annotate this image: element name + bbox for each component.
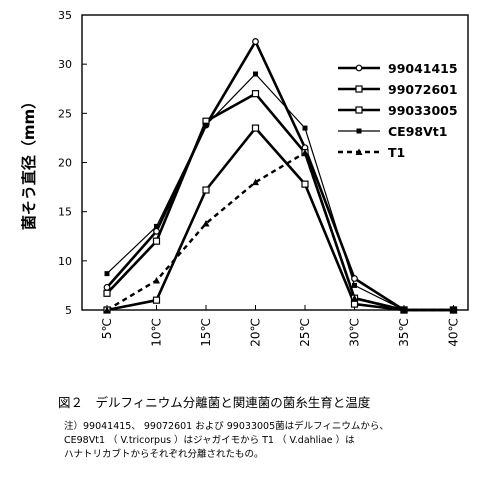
y-axis-ticks: 5 10 15 20 25 30 35 (58, 9, 87, 317)
data-point-T1 (301, 149, 309, 156)
note-line-2: CE98Vt1 （ V.tricorpus ）はジャガイモから T1 （ V.d… (64, 435, 355, 446)
y-tick-label: 35 (58, 9, 72, 22)
x-tick-label: 15℃ (199, 318, 213, 347)
data-point-99041415 (351, 275, 358, 282)
legend-marker-T1 (355, 148, 363, 155)
series-line-T1 (106, 151, 454, 312)
note-line-1: 注）99041415、 99072601 および 99033005菌はデルフィニ… (64, 421, 389, 432)
x-tick-label: 5℃ (100, 318, 114, 339)
data-point-CE98Vt1 (154, 223, 159, 229)
legend-label: T1 (388, 145, 405, 160)
y-tick-label: 25 (58, 107, 72, 120)
x-axis-ticks: 5℃ 10℃ 15℃ 20℃ 25℃ 30℃ 35℃ 40℃ (100, 305, 461, 347)
data-point-T1 (153, 277, 160, 284)
x-tick-label: 30℃ (348, 318, 362, 347)
legend-label: CE98Vt1 (388, 124, 447, 139)
x-tick-label: 20℃ (249, 318, 263, 347)
data-point-99041415 (153, 227, 160, 235)
data-point-T1 (450, 306, 457, 313)
data-point-99072601 (202, 186, 210, 194)
data-point-CE98Vt1 (104, 271, 110, 277)
data-point-99041415 (103, 283, 111, 291)
data-point-T1 (252, 178, 259, 186)
data-point-CE98Vt1 (203, 122, 209, 128)
legend-marker-99041415 (355, 64, 363, 72)
data-point-T1 (103, 306, 111, 313)
data-point-99041415 (252, 38, 259, 45)
line-chart: 5 10 15 20 25 30 35 5℃ 10℃ 15℃ 20℃ 25℃ 30℃ 35℃ 40℃ 99… (20, 9, 469, 347)
series-markers (103, 38, 458, 314)
x-tick-label: 25℃ (298, 318, 312, 347)
data-point-99072601 (251, 124, 260, 132)
data-point-T1 (351, 294, 358, 302)
legend-label: 99072601 (388, 82, 458, 97)
y-tick-label: 15 (58, 206, 72, 219)
x-tick-label: 10℃ (150, 318, 164, 347)
y-tick-label: 10 (58, 255, 72, 268)
data-point-99033005 (103, 289, 111, 297)
data-point-99033005 (152, 237, 161, 245)
series-line-CE98Vt1 (106, 73, 454, 311)
y-tick-label: 20 (58, 157, 72, 170)
data-point-T1 (400, 306, 408, 313)
data-point-CE98Vt1 (352, 282, 357, 288)
y-axis-label: 菌そう直径（mm） (20, 94, 38, 230)
data-point-99033005 (251, 90, 260, 98)
data-point-CE98Vt1 (302, 125, 308, 131)
legend-label: 99033005 (388, 103, 458, 118)
legend-label: 99041415 (388, 61, 458, 76)
y-tick-label: 5 (65, 304, 72, 317)
legend-marker-99072601 (355, 85, 363, 93)
series-line-99041415 (106, 40, 454, 312)
plot-area-frame (81, 14, 469, 311)
data-point-CE98Vt1 (253, 71, 258, 77)
y-tick-label: 30 (58, 58, 72, 71)
x-tick-label: 35℃ (397, 318, 411, 347)
series-lines (106, 40, 454, 312)
data-point-T1 (202, 219, 210, 227)
legend: 99041415 99072601 99033005 CE98Vt1 T1 (338, 61, 458, 160)
data-point-99072601 (301, 180, 309, 188)
legend-marker-99033005 (355, 106, 363, 114)
data-point-99072601 (152, 296, 161, 304)
x-tick-label: 40℃ (447, 318, 461, 347)
figure-caption: 図２ デルフィニウム分離菌と関連菌の菌糸生育と温度 (58, 395, 371, 410)
note-line-3: ハナトリカブトからそれぞれ分離されたもの。 (64, 449, 264, 460)
data-point-99072601 (350, 300, 359, 308)
legend-marker-CE98Vt1 (356, 128, 362, 134)
